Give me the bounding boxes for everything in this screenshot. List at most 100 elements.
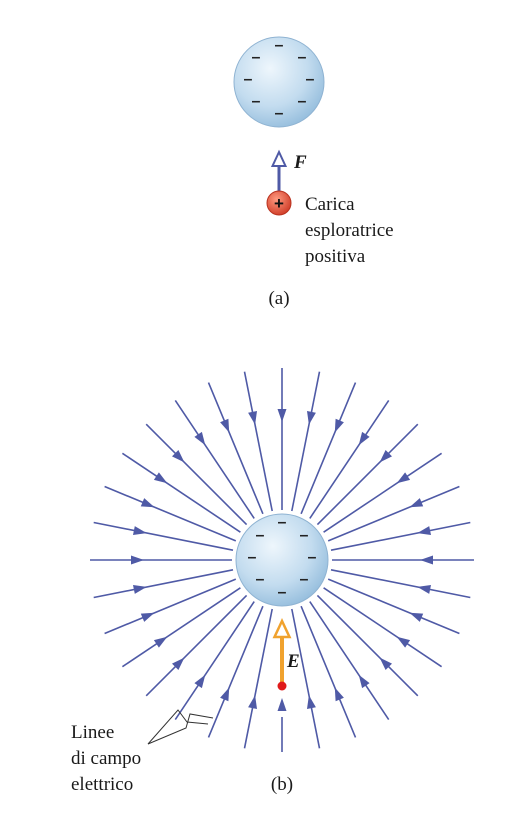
charged-sphere-b bbox=[235, 513, 329, 607]
field-line bbox=[145, 423, 248, 526]
test-charge: + bbox=[266, 190, 292, 216]
field-line-arrowhead bbox=[409, 498, 424, 508]
field-line-arrowhead bbox=[220, 418, 230, 433]
force-symbol: F bbox=[293, 152, 307, 173]
charged-sphere-a bbox=[233, 36, 325, 128]
field-line-arrowhead bbox=[334, 687, 344, 702]
field-line-arrowhead bbox=[140, 612, 155, 622]
field-line-arrowhead bbox=[379, 657, 392, 670]
field-line-arrowhead bbox=[153, 636, 168, 648]
field-line bbox=[316, 594, 419, 697]
field-line-arrowhead bbox=[133, 585, 147, 594]
field-line-arrowhead bbox=[131, 555, 144, 565]
minus-sign: – bbox=[256, 527, 265, 544]
minus-sign: – bbox=[256, 571, 265, 588]
field-line-arrowhead bbox=[358, 674, 370, 689]
field-line bbox=[300, 605, 357, 738]
field-line bbox=[309, 399, 390, 519]
field-line bbox=[104, 578, 237, 635]
field-line bbox=[93, 569, 234, 599]
field-line-arrowhead bbox=[417, 526, 431, 535]
field-line-arrowhead bbox=[194, 674, 206, 689]
field-line-arrowhead bbox=[133, 526, 147, 535]
force-vector bbox=[270, 149, 288, 193]
field-line-arrowhead bbox=[396, 472, 411, 484]
probe-label-line-2: esploratrice bbox=[305, 220, 394, 241]
field-line bbox=[243, 608, 273, 749]
field-line bbox=[174, 601, 255, 721]
panel-b: – – – – – – – – E Linee di campo elettri… bbox=[71, 368, 474, 795]
field-line-arrowhead bbox=[140, 498, 155, 508]
minus-sign: – bbox=[298, 49, 307, 66]
field-line-arrowhead bbox=[248, 411, 257, 425]
field-line bbox=[300, 382, 357, 515]
field-lines-label-line-1: Linee bbox=[71, 722, 114, 743]
minus-sign: – bbox=[248, 549, 257, 566]
field-line bbox=[309, 601, 390, 721]
field-lines-label-line-2: di campo bbox=[71, 748, 141, 769]
minus-sign: – bbox=[275, 37, 284, 54]
field-line-arrowhead bbox=[307, 411, 316, 425]
field-line-arrowhead bbox=[153, 472, 168, 484]
field-line bbox=[174, 399, 255, 519]
minus-sign: – bbox=[300, 527, 309, 544]
caption-a: (a) bbox=[268, 288, 289, 309]
field-line-arrowhead bbox=[307, 695, 316, 709]
minus-sign: – bbox=[306, 71, 315, 88]
field-line-arrowhead bbox=[379, 450, 392, 463]
field-line bbox=[145, 594, 248, 697]
field-line bbox=[243, 371, 273, 512]
minus-sign: – bbox=[275, 105, 284, 122]
sphere-b-charges: – – – – – – – – bbox=[248, 514, 317, 601]
field-line bbox=[93, 521, 234, 551]
label-pointer bbox=[147, 709, 214, 745]
minus-sign: – bbox=[252, 93, 261, 110]
field-line-arrowhead bbox=[334, 418, 344, 433]
field-line bbox=[207, 605, 264, 738]
field-vector bbox=[272, 618, 292, 691]
plus-sign: + bbox=[274, 194, 284, 213]
field-line-arrowhead bbox=[409, 612, 424, 622]
field-line bbox=[291, 371, 321, 512]
field-line bbox=[323, 452, 443, 533]
field-line-arrowhead bbox=[172, 450, 185, 463]
field-line-arrowhead bbox=[248, 695, 257, 709]
minus-sign: – bbox=[278, 514, 287, 531]
minus-sign: – bbox=[252, 49, 261, 66]
minus-sign: – bbox=[308, 549, 317, 566]
field-line bbox=[207, 382, 264, 515]
sphere-a-charges: – – – – – – – – bbox=[244, 37, 315, 122]
caption-b: (b) bbox=[271, 774, 293, 795]
field-lines bbox=[90, 368, 474, 752]
field-line-arrowhead bbox=[277, 698, 287, 711]
field-line-arrowhead bbox=[172, 657, 185, 670]
field-line-arrowhead bbox=[358, 431, 370, 446]
field-line bbox=[291, 608, 321, 749]
field-line bbox=[316, 423, 419, 526]
probe-label-line-3: positiva bbox=[305, 246, 366, 267]
field-line-arrowhead bbox=[417, 585, 431, 594]
field-line-arrowhead bbox=[220, 687, 230, 702]
test-point bbox=[277, 681, 287, 691]
field-line-arrowhead bbox=[194, 431, 206, 446]
minus-sign: – bbox=[278, 584, 287, 601]
field-line-arrowhead bbox=[277, 409, 287, 422]
probe-label-line-1: Carica bbox=[305, 194, 355, 215]
field-line bbox=[323, 587, 443, 668]
field-line-arrowhead bbox=[396, 636, 411, 648]
field-line bbox=[330, 569, 471, 599]
field-line bbox=[121, 452, 241, 533]
field-line bbox=[327, 578, 460, 635]
field-line bbox=[327, 485, 460, 542]
field-line bbox=[104, 485, 237, 542]
minus-sign: – bbox=[244, 71, 253, 88]
field-line bbox=[121, 587, 241, 668]
field-line-arrowhead bbox=[420, 555, 433, 565]
field-line bbox=[330, 521, 471, 551]
minus-sign: – bbox=[300, 571, 309, 588]
minus-sign: – bbox=[298, 93, 307, 110]
panel-a: – – – – – – – – F + Carica esploratrice … bbox=[233, 36, 394, 309]
field-symbol: E bbox=[286, 651, 300, 672]
field-lines-label-line-3: elettrico bbox=[71, 774, 133, 795]
